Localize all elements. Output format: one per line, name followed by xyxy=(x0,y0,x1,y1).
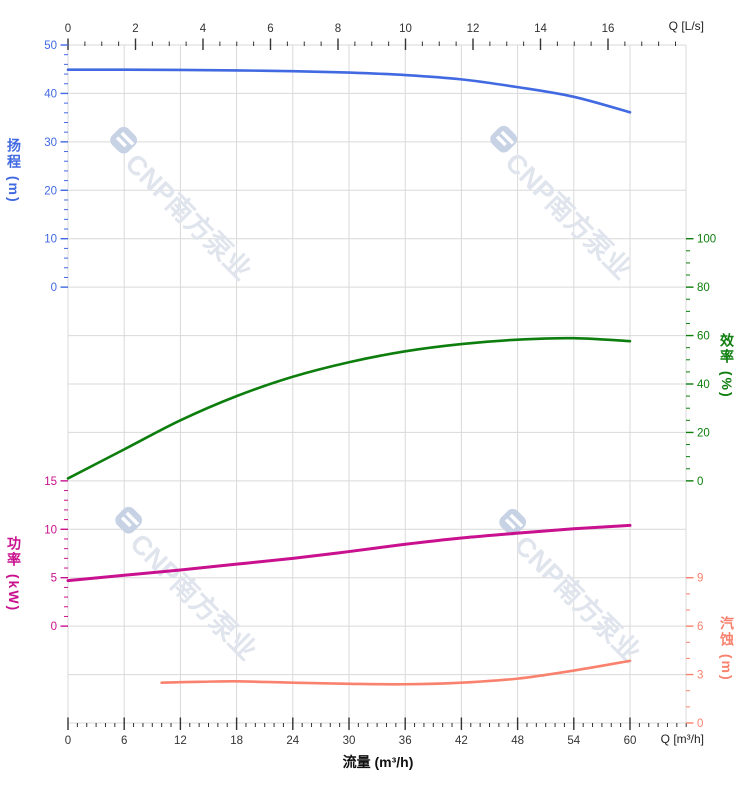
svg-text:6: 6 xyxy=(121,735,127,747)
svg-text:16: 16 xyxy=(602,23,615,35)
head-curve xyxy=(66,68,632,114)
cnp-logo-icon xyxy=(115,506,143,534)
head-axis-name: 扬程 xyxy=(6,138,22,170)
head-axis-ticks: 0 10 20 30 40 50 xyxy=(44,40,68,294)
svg-text:30: 30 xyxy=(44,137,57,149)
cnp-logo-icon xyxy=(499,508,527,536)
svg-text:30: 30 xyxy=(343,735,356,747)
svg-text:60: 60 xyxy=(697,331,710,343)
svg-text:18: 18 xyxy=(230,735,243,747)
efficiency-axis-ticks: 0 20 40 60 80 100 xyxy=(686,234,716,488)
svg-text:50: 50 xyxy=(44,40,57,52)
svg-text:6: 6 xyxy=(267,23,273,35)
svg-text:15: 15 xyxy=(44,476,57,488)
head-axis-unit: (m) xyxy=(6,175,22,204)
svg-text:0: 0 xyxy=(65,23,71,35)
svg-text:36: 36 xyxy=(399,735,412,747)
flow-axis-title: 流量 (m³/h) xyxy=(342,754,414,770)
watermarks: CNP南方泵业 CNP南方泵业 CNP南方泵业 CNP南方泵业 xyxy=(110,125,647,668)
svg-text:0: 0 xyxy=(51,282,57,294)
watermark: CNP南方泵业 xyxy=(115,506,263,666)
svg-text:0: 0 xyxy=(65,735,71,747)
svg-text:2: 2 xyxy=(132,23,138,35)
svg-text:8: 8 xyxy=(335,23,341,35)
svg-text:60: 60 xyxy=(624,735,637,747)
cnp-logo-icon xyxy=(110,126,138,154)
svg-text:12: 12 xyxy=(174,735,187,747)
svg-text:54: 54 xyxy=(567,735,580,747)
svg-text:10: 10 xyxy=(44,524,57,536)
svg-text:CNP南方泵业: CNP南方泵业 xyxy=(508,529,647,668)
svg-text:6: 6 xyxy=(697,621,703,633)
svg-text:4: 4 xyxy=(200,23,207,35)
efficiency-curve xyxy=(66,336,632,480)
watermark: CNP南方泵业 xyxy=(490,125,638,285)
svg-text:14: 14 xyxy=(534,23,547,35)
svg-text:48: 48 xyxy=(511,735,524,747)
npsh-axis-unit: (m) xyxy=(719,653,735,682)
gridlines xyxy=(67,44,687,724)
svg-text:CNP南方泵业: CNP南方泵业 xyxy=(119,147,258,286)
npsh-axis-ticks: 0 3 6 9 xyxy=(686,573,703,730)
svg-text:CNP南方泵业: CNP南方泵业 xyxy=(499,146,638,285)
svg-text:0: 0 xyxy=(697,476,703,488)
svg-text:12: 12 xyxy=(467,23,480,35)
power-curve xyxy=(66,523,632,583)
svg-text:3: 3 xyxy=(697,670,703,682)
head-axis-title: 扬程 (m) xyxy=(6,138,22,204)
power-axis-ticks: 0 5 10 15 xyxy=(44,476,68,633)
svg-text:0: 0 xyxy=(51,621,57,633)
svg-text:0: 0 xyxy=(697,718,703,730)
svg-text:42: 42 xyxy=(455,735,468,747)
svg-text:40: 40 xyxy=(697,379,710,391)
svg-text:CNP南方泵业: CNP南方泵业 xyxy=(124,527,263,666)
bottom-axis-ticks: 0 6 12 18 24 30 36 42 48 54 60 xyxy=(65,717,687,747)
svg-text:100: 100 xyxy=(697,234,716,246)
efficiency-axis-unit: (%) xyxy=(719,370,735,399)
svg-text:9: 9 xyxy=(697,573,703,585)
svg-text:20: 20 xyxy=(697,427,710,439)
efficiency-axis-name: 效率 xyxy=(719,333,735,365)
npsh-axis-title: 汽蚀 (m) xyxy=(719,616,735,682)
bottom-axis-unit-label: Q [m³/h] xyxy=(660,732,704,746)
npsh-axis-name: 汽蚀 xyxy=(719,616,735,648)
cnp-logo-icon xyxy=(490,125,518,153)
svg-text:10: 10 xyxy=(399,23,412,35)
svg-text:80: 80 xyxy=(697,282,710,294)
svg-text:40: 40 xyxy=(44,88,57,100)
top-axis-unit-label: Q [L/s] xyxy=(668,19,704,33)
svg-text:10: 10 xyxy=(44,234,57,246)
efficiency-axis-title: 效率 (%) xyxy=(719,333,735,399)
npsh-curve xyxy=(160,659,632,686)
power-axis-name: 功率 xyxy=(6,536,22,568)
power-axis-title: 功率 (kW) xyxy=(6,536,22,613)
svg-text:20: 20 xyxy=(44,185,57,197)
power-axis-unit: (kW) xyxy=(6,573,22,613)
svg-text:5: 5 xyxy=(51,573,57,585)
top-axis-ticks: 0 2 4 6 8 10 12 14 16 xyxy=(65,23,676,50)
svg-text:24: 24 xyxy=(286,735,299,747)
